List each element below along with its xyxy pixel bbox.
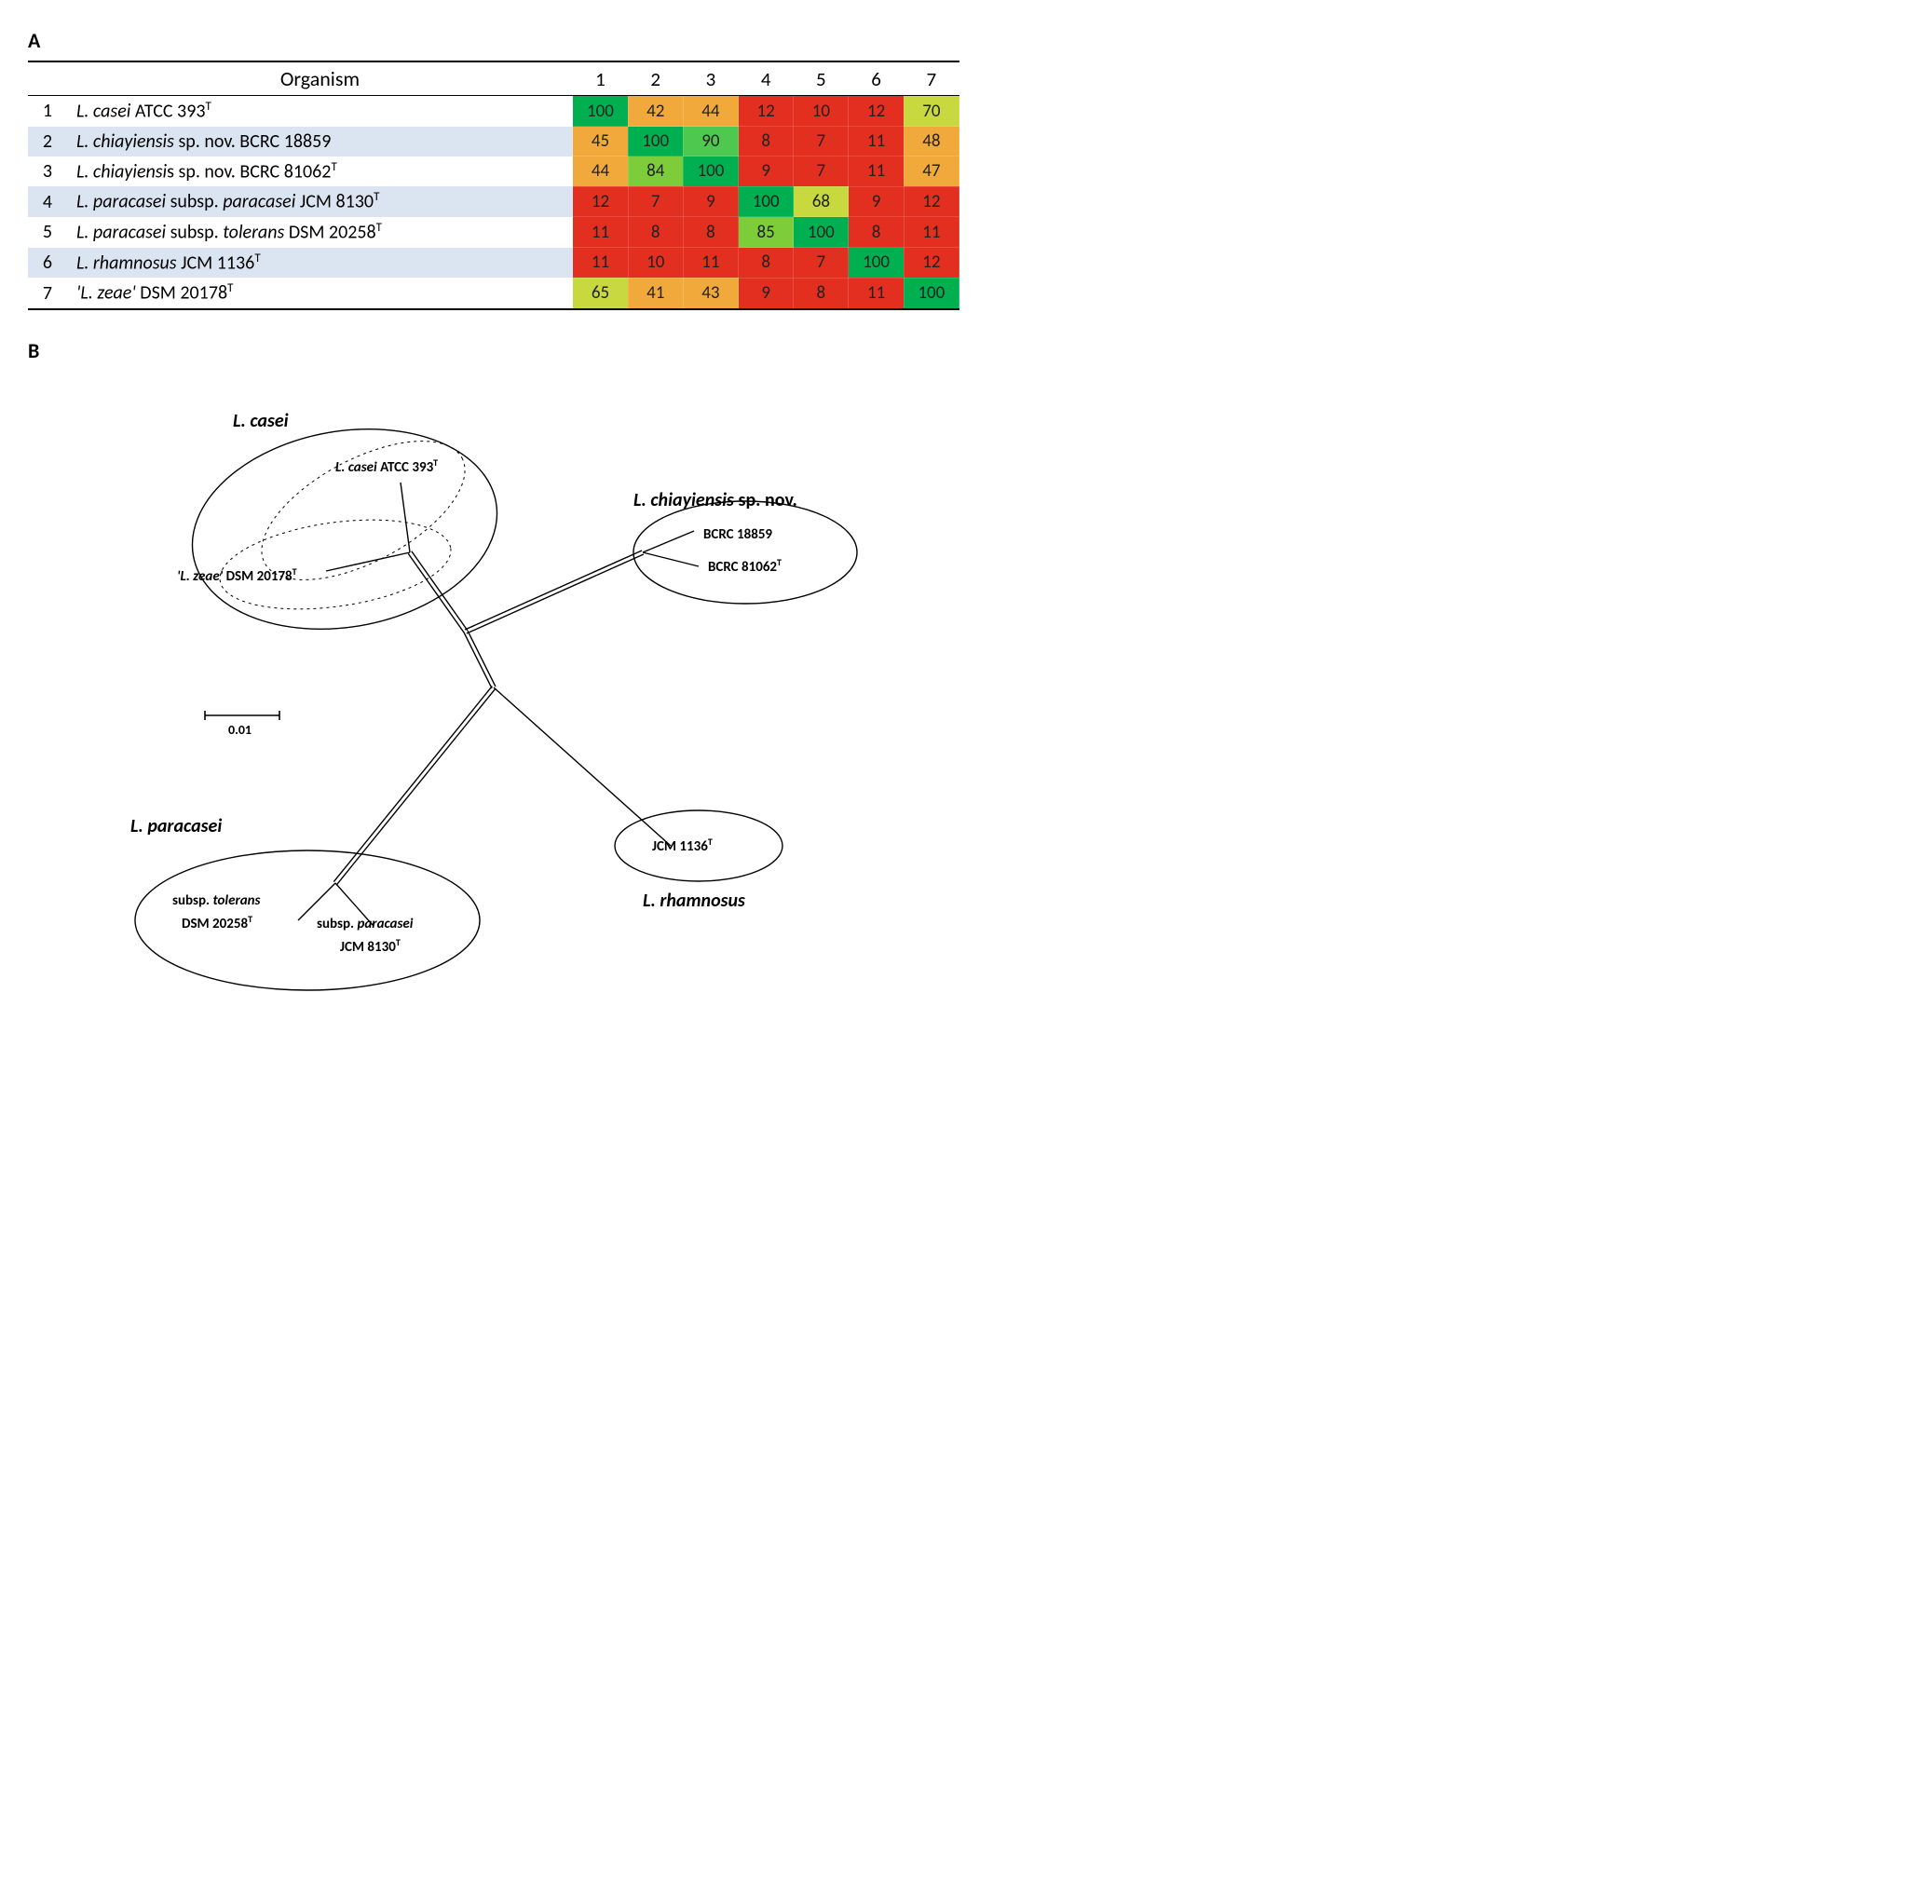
heat-cell: 90 xyxy=(683,127,738,156)
heat-cell: 12 xyxy=(573,186,628,217)
heat-cell: 11 xyxy=(849,278,904,309)
heat-cell: 11 xyxy=(849,127,904,156)
svg-text:JCM 1136T: JCM 1136T xyxy=(652,835,713,855)
heat-cell: 8 xyxy=(739,248,794,279)
panel-b-label: B xyxy=(28,338,959,363)
row-index: 2 xyxy=(28,127,67,156)
col-head: 3 xyxy=(683,61,738,96)
table-row: 2L. chiayiensis sp. nov. BCRC 1885945100… xyxy=(28,127,959,156)
col-head: 1 xyxy=(573,61,628,96)
heat-cell: 12 xyxy=(904,248,959,279)
organism-cell: L. chiayiensis sp. nov. BCRC 18859 xyxy=(67,127,573,156)
heat-cell: 11 xyxy=(849,156,904,187)
heat-cell: 85 xyxy=(739,217,794,248)
heat-cell: 11 xyxy=(573,248,628,279)
heat-cell: 10 xyxy=(628,248,683,279)
svg-text:L. rhamnosus: L. rhamnosus xyxy=(643,890,745,912)
heat-cell: 12 xyxy=(849,96,904,127)
row-index: 6 xyxy=(28,248,67,279)
heat-cell: 68 xyxy=(794,186,849,217)
heat-cell: 100 xyxy=(628,127,683,156)
row-index: 7 xyxy=(28,278,67,309)
heat-cell: 7 xyxy=(794,156,849,187)
row-index: 5 xyxy=(28,217,67,248)
svg-text:DSM 20258T: DSM 20258T xyxy=(182,912,252,932)
organism-cell: L. chiayiensis sp. nov. BCRC 81062T xyxy=(67,156,573,187)
col-head: 7 xyxy=(904,61,959,96)
row-index: 3 xyxy=(28,156,67,187)
heat-cell: 12 xyxy=(904,186,959,217)
heat-cell: 9 xyxy=(849,186,904,217)
table-row: 7'L. zeae' DSM 20178T6541439811100 xyxy=(28,278,959,309)
col-head: 4 xyxy=(739,61,794,96)
heat-cell: 8 xyxy=(683,217,738,248)
table-row: 3L. chiayiensis sp. nov. BCRC 81062T4484… xyxy=(28,156,959,187)
heat-cell: 9 xyxy=(683,186,738,217)
table-row: 5L. paracasei subsp. tolerans DSM 20258T… xyxy=(28,217,959,248)
heat-cell: 84 xyxy=(628,156,683,187)
svg-text:BCRC 81062T: BCRC 81062T xyxy=(708,555,782,576)
heat-cell: 7 xyxy=(794,248,849,279)
col-head: 2 xyxy=(628,61,683,96)
heat-cell: 8 xyxy=(849,217,904,248)
panel-a-label: A xyxy=(28,28,959,53)
heat-cell: 100 xyxy=(683,156,738,187)
heat-cell: 43 xyxy=(683,278,738,309)
heat-cell: 100 xyxy=(794,217,849,248)
table-row: 6L. rhamnosus JCM 1136T1110118710012 xyxy=(28,248,959,279)
heat-cell: 7 xyxy=(794,127,849,156)
heat-cell: 41 xyxy=(628,278,683,309)
organism-cell: L. paracasei subsp. tolerans DSM 20258T xyxy=(67,217,573,248)
table-row: 4L. paracasei subsp. paracasei JCM 8130T… xyxy=(28,186,959,217)
svg-text:L. casei ATCC 393T: L. casei ATCC 393T xyxy=(335,456,438,476)
heat-cell: 8 xyxy=(739,127,794,156)
svg-text:subsp. paracasei: subsp. paracasei xyxy=(317,916,414,932)
col-head: 5 xyxy=(794,61,849,96)
heat-cell: 7 xyxy=(628,186,683,217)
row-index: 1 xyxy=(28,96,67,127)
row-index: 4 xyxy=(28,186,67,217)
heat-cell: 10 xyxy=(794,96,849,127)
heat-cell: 100 xyxy=(739,186,794,217)
heat-cell: 8 xyxy=(628,217,683,248)
svg-text:0.01: 0.01 xyxy=(228,722,252,738)
col-head: 6 xyxy=(849,61,904,96)
heat-cell: 100 xyxy=(573,96,628,127)
heat-cell: 11 xyxy=(904,217,959,248)
heat-cell: 9 xyxy=(739,156,794,187)
organism-cell: L. paracasei subsp. paracasei JCM 8130T xyxy=(67,186,573,217)
heat-cell: 100 xyxy=(904,278,959,309)
heat-cell: 11 xyxy=(573,217,628,248)
phylo-tree: 0.01 L. casei L. chiayiensis sp. nov. L. pa… xyxy=(28,371,959,1004)
svg-text:subsp. tolerans: subsp. tolerans xyxy=(172,892,261,909)
svg-text:L. paracasei: L. paracasei xyxy=(130,815,222,837)
heat-cell: 44 xyxy=(683,96,738,127)
heat-cell: 8 xyxy=(794,278,849,309)
organism-cell: L. casei ATCC 393T xyxy=(67,96,573,127)
heat-cell: 100 xyxy=(849,248,904,279)
heatmap-table: Organism 1 2 3 4 5 6 7 1L. casei ATCC 39… xyxy=(28,61,959,310)
heat-cell: 45 xyxy=(573,127,628,156)
svg-text:L. chiayiensis sp. nov.: L. chiayiensis sp. nov. xyxy=(633,489,797,511)
svg-text:L. casei: L. casei xyxy=(233,410,289,432)
heat-cell: 12 xyxy=(739,96,794,127)
svg-text:'L. zeae' DSM 20178T: 'L. zeae' DSM 20178T xyxy=(177,564,297,585)
heat-cell: 44 xyxy=(573,156,628,187)
heat-cell: 48 xyxy=(904,127,959,156)
heat-cell: 47 xyxy=(904,156,959,187)
header-organism: Organism xyxy=(67,61,573,96)
heat-cell: 11 xyxy=(683,248,738,279)
heat-cell: 42 xyxy=(628,96,683,127)
svg-text:JCM 8130T: JCM 8130T xyxy=(340,935,401,956)
heat-cell: 9 xyxy=(739,278,794,309)
table-row: 1L. casei ATCC 393T100424412101270 xyxy=(28,96,959,127)
heat-cell: 70 xyxy=(904,96,959,127)
svg-text:BCRC 18859: BCRC 18859 xyxy=(703,526,772,543)
organism-cell: L. rhamnosus JCM 1136T xyxy=(67,248,573,279)
organism-cell: 'L. zeae' DSM 20178T xyxy=(67,278,573,309)
heat-cell: 65 xyxy=(573,278,628,309)
